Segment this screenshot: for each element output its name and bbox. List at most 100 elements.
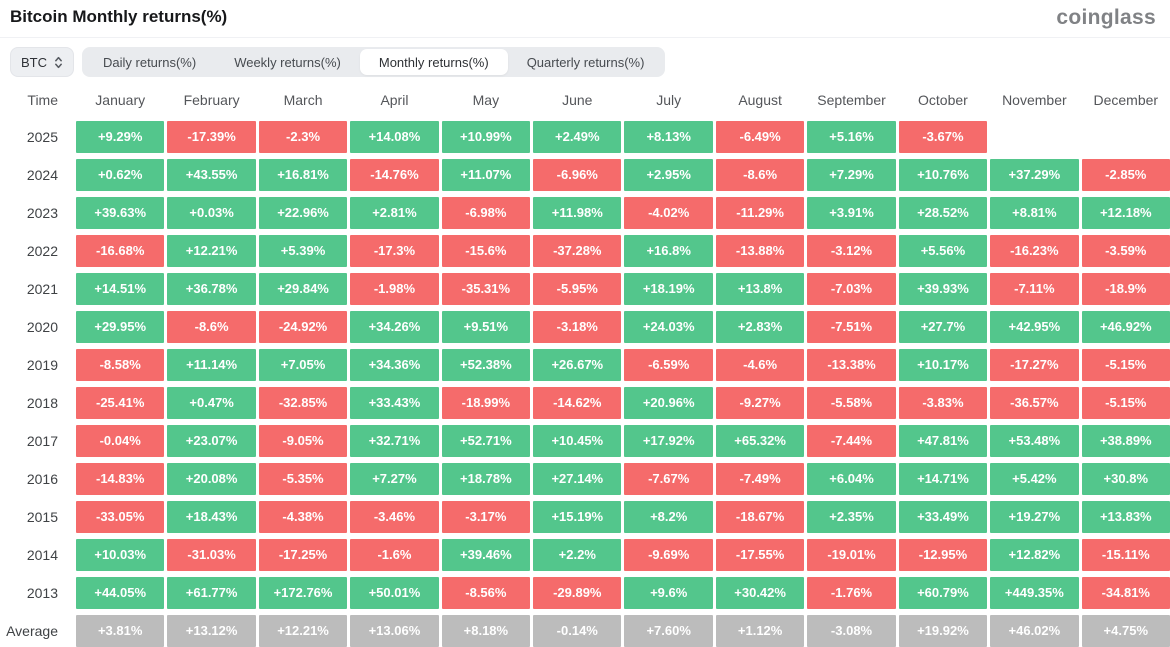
return-cell: -4.6%	[715, 349, 805, 381]
return-cell: -4.38%	[258, 501, 348, 533]
return-cell: +7.05%	[258, 349, 348, 381]
month-column-header: December	[1093, 92, 1159, 108]
month-column-header: January	[95, 92, 146, 108]
return-cell: +19.27%	[990, 501, 1079, 533]
return-cell: -7.49%	[715, 463, 805, 495]
return-cell: +50.01%	[350, 577, 439, 609]
returns-table: Time January February March April May June July…	[0, 85, 1170, 647]
return-cell: -3.67%	[898, 121, 988, 153]
return-cell: -7.67%	[624, 463, 713, 495]
return-cell: +47.81%	[898, 425, 988, 457]
return-cell: +14.71%	[898, 463, 988, 495]
return-cell: +12.21%	[167, 235, 256, 267]
return-cell: -5.35%	[258, 463, 348, 495]
return-cell: +37.29%	[990, 159, 1079, 191]
return-cell: +53.48%	[990, 425, 1079, 457]
return-cell: +0.62%	[76, 159, 165, 191]
return-cell: -17.25%	[258, 539, 348, 571]
return-cell: +38.89%	[1081, 425, 1170, 457]
return-cell: -24.92%	[258, 311, 348, 343]
return-cell: -33.05%	[76, 501, 165, 533]
return-cell: +172.76%	[258, 577, 348, 609]
return-cell: +32.71%	[350, 425, 439, 457]
tab-weekly-returns[interactable]: Weekly returns(%)	[215, 49, 360, 75]
return-cell: -5.58%	[807, 387, 896, 419]
return-cell: -34.81%	[1081, 577, 1170, 609]
return-cell: +9.29%	[76, 121, 165, 153]
return-cell: +5.42%	[990, 463, 1079, 495]
return-cell: +9.51%	[441, 311, 531, 343]
return-cell: +2.35%	[807, 501, 896, 533]
page-title: Bitcoin Monthly returns(%)	[10, 7, 228, 26]
return-cell: +2.81%	[350, 197, 439, 229]
topbar: Bitcoin Monthly returns(%) coinglass	[0, 0, 1170, 31]
return-cell: +8.81%	[990, 197, 1079, 229]
return-cell: +42.95%	[990, 311, 1079, 343]
return-cell: -12.95%	[898, 539, 988, 571]
return-cell: +39.63%	[76, 197, 165, 229]
return-cell: +2.95%	[624, 159, 713, 191]
return-cell: +22.96%	[258, 197, 348, 229]
month-column-header: February	[183, 92, 240, 108]
return-cell: +16.8%	[624, 235, 713, 267]
coinglass-logo: coinglass	[1056, 6, 1156, 29]
return-cell: -15.6%	[441, 235, 531, 267]
return-cell: +19.92%	[898, 615, 988, 647]
return-cell: +46.02%	[990, 615, 1079, 647]
return-cell: +26.67%	[533, 349, 622, 381]
return-cell: -7.44%	[807, 425, 896, 457]
return-cell: +2.49%	[533, 121, 622, 153]
return-cell: +6.04%	[807, 463, 896, 495]
return-cell: -3.83%	[898, 387, 988, 419]
return-cell: -29.89%	[533, 577, 622, 609]
return-cell: -17.39%	[167, 121, 256, 153]
return-cell: +14.51%	[76, 273, 165, 305]
return-cell: -2.85%	[1081, 159, 1170, 191]
tab-daily-returns[interactable]: Daily returns(%)	[84, 49, 215, 75]
return-cell: +14.08%	[350, 121, 439, 153]
return-cell: +13.8%	[715, 273, 805, 305]
row-label-2020: 2020	[26, 319, 58, 335]
row-label-2021: 2021	[26, 281, 58, 297]
return-cell: +5.16%	[807, 121, 896, 153]
return-cell: +449.35%	[990, 577, 1079, 609]
cell-empty	[1082, 121, 1170, 153]
return-cell: -18.9%	[1081, 273, 1170, 305]
return-cell: -1.98%	[350, 273, 439, 305]
return-cell: +34.26%	[350, 311, 439, 343]
return-cell: +30.8%	[1081, 463, 1170, 495]
return-cell: -3.08%	[807, 615, 896, 647]
return-cell: +8.13%	[624, 121, 713, 153]
return-cell: +24.03%	[624, 311, 713, 343]
return-cell: -1.76%	[807, 577, 896, 609]
return-cell: +18.19%	[624, 273, 713, 305]
row-label-2014: 2014	[26, 547, 58, 563]
return-cell: -3.46%	[350, 501, 439, 533]
row-label-2015: 2015	[26, 509, 58, 525]
tab-monthly-returns[interactable]: Monthly returns(%)	[359, 49, 508, 75]
return-cell: +15.19%	[533, 501, 622, 533]
return-cell: -3.59%	[1081, 235, 1170, 267]
cell-empty	[990, 121, 1078, 153]
month-column-header: September	[817, 92, 886, 108]
month-column-header: June	[562, 92, 593, 108]
return-cell: -16.68%	[76, 235, 165, 267]
row-label-2024: 2024	[26, 167, 58, 183]
return-cell: +4.75%	[1081, 615, 1170, 647]
return-cell: +34.36%	[350, 349, 439, 381]
row-label-2017: 2017	[26, 433, 58, 449]
return-cell: -19.01%	[807, 539, 896, 571]
return-cell: -17.27%	[990, 349, 1079, 381]
return-cell: +12.82%	[990, 539, 1079, 571]
return-cell: +61.77%	[167, 577, 256, 609]
return-cell: +20.08%	[167, 463, 256, 495]
return-cell: -13.38%	[807, 349, 896, 381]
row-label-2016: 2016	[26, 471, 58, 487]
tab-quarterly-returns[interactable]: Quarterly returns(%)	[508, 49, 664, 75]
return-cell: +33.49%	[898, 501, 988, 533]
row-label-2023: 2023	[26, 205, 58, 221]
return-cell: +36.78%	[167, 273, 256, 305]
return-cell: +52.71%	[441, 425, 531, 457]
symbol-select[interactable]: BTC	[10, 47, 74, 77]
month-column-header: April	[380, 92, 409, 108]
